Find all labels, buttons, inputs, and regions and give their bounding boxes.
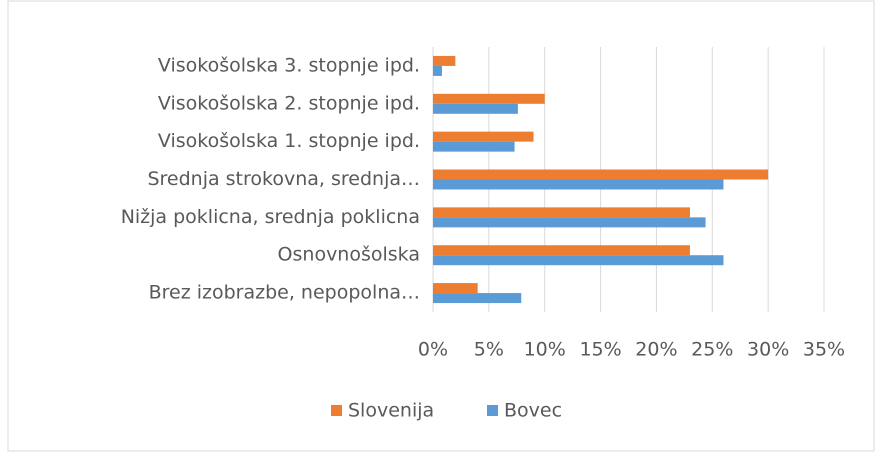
y-tick-label: Visokošolska 2. stopnje ipd. [158, 92, 420, 114]
bar [433, 93, 545, 104]
y-tick-label: Visokošolska 1. stopnje ipd. [158, 130, 420, 152]
bar [433, 293, 522, 304]
y-tick-label: Brez izobrazbe, nepopolna… [149, 282, 420, 304]
bar [433, 103, 518, 114]
bar [433, 55, 456, 66]
bar [433, 131, 534, 142]
bar [433, 283, 478, 294]
x-tick-label: 10% [524, 339, 566, 361]
x-tick-label: 30% [747, 339, 789, 361]
y-tick-label: Osnovnošolska [278, 244, 420, 266]
bar [433, 245, 690, 256]
y-tick-label: Srednja strokovna, srednja… [147, 168, 420, 190]
y-tick-label: Visokošolska 3. stopnje ipd. [158, 54, 420, 76]
bar [433, 141, 515, 152]
x-tick-label: 35% [803, 339, 845, 361]
x-tick-label: 15% [579, 339, 621, 361]
x-tick-label: 20% [635, 339, 677, 361]
legend-swatch [487, 405, 498, 416]
y-tick-label: Nižja poklicna, srednja poklicna [121, 206, 420, 228]
legend-label: Bovec [504, 400, 562, 422]
bar [433, 179, 724, 190]
x-tick-label: 0% [418, 339, 448, 361]
bar [433, 255, 724, 266]
legend-label: Slovenija [348, 400, 434, 422]
x-tick-label: 5% [474, 339, 504, 361]
bar [433, 65, 442, 76]
legend-swatch [331, 405, 342, 416]
bar [433, 217, 706, 228]
x-tick-label: 25% [691, 339, 733, 361]
bar [433, 169, 769, 180]
bar [433, 207, 690, 218]
